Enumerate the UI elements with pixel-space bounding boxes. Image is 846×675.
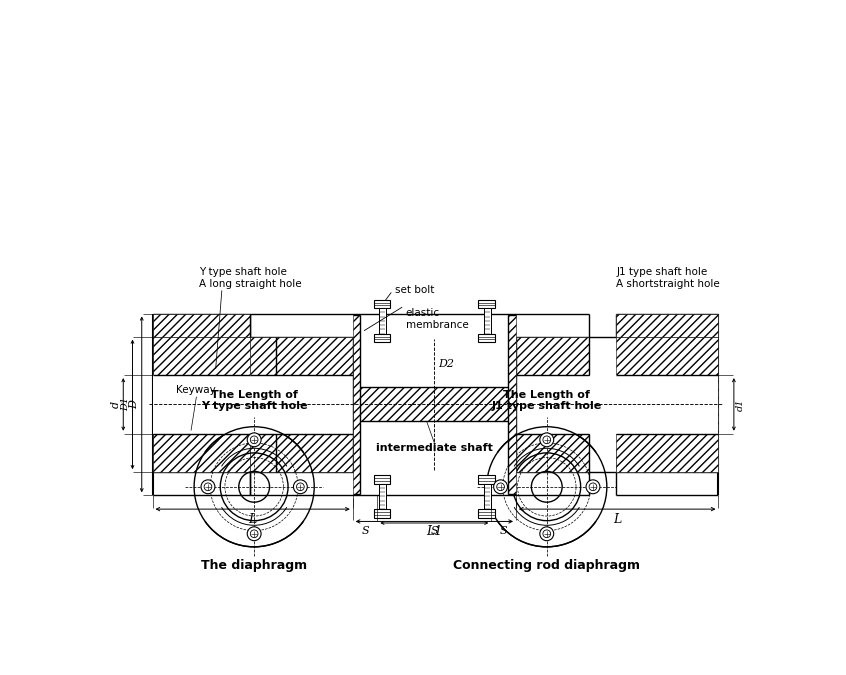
Bar <box>353 387 516 421</box>
Bar <box>379 484 386 509</box>
Bar <box>250 375 353 433</box>
Bar <box>478 475 495 484</box>
Bar <box>616 337 718 472</box>
Circle shape <box>294 480 307 493</box>
Circle shape <box>493 480 508 493</box>
Bar <box>250 337 353 375</box>
Text: Y type shaft hole
A long straight hole: Y type shaft hole A long straight hole <box>199 267 301 289</box>
Bar <box>379 308 386 333</box>
Bar <box>616 314 718 337</box>
Bar <box>508 315 516 493</box>
Bar <box>353 315 360 493</box>
Bar <box>616 449 718 472</box>
Text: S: S <box>431 526 438 536</box>
Bar <box>374 300 391 308</box>
Text: L1: L1 <box>426 525 442 538</box>
Text: Keyway: Keyway <box>176 385 216 395</box>
Bar <box>478 333 495 342</box>
Text: S: S <box>500 526 508 536</box>
Bar <box>478 300 495 308</box>
Circle shape <box>586 480 600 493</box>
Text: J1 type shaft hole
A shortstraight hole: J1 type shaft hole A shortstraight hole <box>616 267 720 289</box>
Circle shape <box>540 526 553 541</box>
Text: set bolt: set bolt <box>395 286 435 296</box>
Bar <box>374 333 391 342</box>
Bar <box>152 449 250 472</box>
Bar <box>478 509 495 518</box>
Text: D2: D2 <box>438 359 454 369</box>
Bar <box>152 337 250 472</box>
Bar <box>250 433 353 472</box>
Text: d: d <box>111 401 121 408</box>
Bar <box>152 314 250 337</box>
Circle shape <box>247 433 261 447</box>
Bar <box>616 375 718 433</box>
Bar <box>374 475 391 484</box>
Text: intermediate shaft: intermediate shaft <box>376 443 492 453</box>
Circle shape <box>540 433 553 447</box>
Text: The diaphragm: The diaphragm <box>201 559 307 572</box>
Bar <box>516 337 589 375</box>
Text: D: D <box>129 400 140 409</box>
Text: L: L <box>613 513 621 526</box>
Text: Connecting rod diaphragm: Connecting rod diaphragm <box>453 559 640 572</box>
Bar <box>353 387 516 421</box>
Text: The Length of
Y type shaft hole: The Length of Y type shaft hole <box>201 389 307 411</box>
Text: L: L <box>249 513 256 526</box>
Text: The Length of
J1 type shaft hole: The Length of J1 type shaft hole <box>492 389 602 411</box>
Text: d1: d1 <box>736 398 745 410</box>
Bar <box>484 308 491 333</box>
Circle shape <box>247 526 261 541</box>
Bar <box>374 509 391 518</box>
Bar <box>353 387 516 421</box>
Bar <box>516 375 589 433</box>
Text: D1: D1 <box>121 398 130 412</box>
Bar <box>152 375 250 433</box>
Text: elastic
membrance: elastic membrance <box>406 308 469 330</box>
Circle shape <box>201 480 215 493</box>
Text: S: S <box>361 526 369 536</box>
Bar <box>516 433 589 472</box>
Bar <box>484 484 491 509</box>
